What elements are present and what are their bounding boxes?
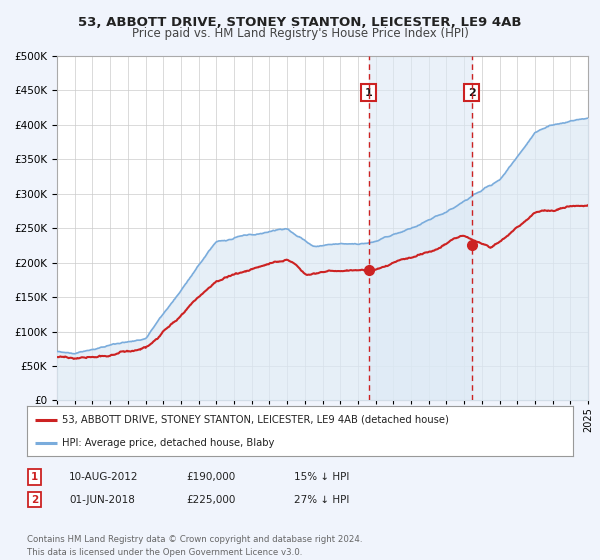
Text: Price paid vs. HM Land Registry's House Price Index (HPI): Price paid vs. HM Land Registry's House … — [131, 27, 469, 40]
Text: HPI: Average price, detached house, Blaby: HPI: Average price, detached house, Blab… — [62, 438, 275, 448]
Text: £225,000: £225,000 — [186, 494, 235, 505]
Text: £190,000: £190,000 — [186, 472, 235, 482]
Text: 1: 1 — [365, 87, 373, 97]
Text: 01-JUN-2018: 01-JUN-2018 — [69, 494, 135, 505]
Text: 15% ↓ HPI: 15% ↓ HPI — [294, 472, 349, 482]
Text: 53, ABBOTT DRIVE, STONEY STANTON, LEICESTER, LE9 4AB: 53, ABBOTT DRIVE, STONEY STANTON, LEICES… — [78, 16, 522, 29]
Text: Contains HM Land Registry data © Crown copyright and database right 2024.
This d: Contains HM Land Registry data © Crown c… — [27, 535, 362, 557]
Text: 10-AUG-2012: 10-AUG-2012 — [69, 472, 139, 482]
Text: 2: 2 — [467, 87, 475, 97]
Text: 1: 1 — [31, 472, 38, 482]
Text: 27% ↓ HPI: 27% ↓ HPI — [294, 494, 349, 505]
Bar — [368, 56, 472, 400]
Text: 53, ABBOTT DRIVE, STONEY STANTON, LEICESTER, LE9 4AB (detached house): 53, ABBOTT DRIVE, STONEY STANTON, LEICES… — [62, 414, 449, 424]
Text: 2: 2 — [31, 494, 38, 505]
